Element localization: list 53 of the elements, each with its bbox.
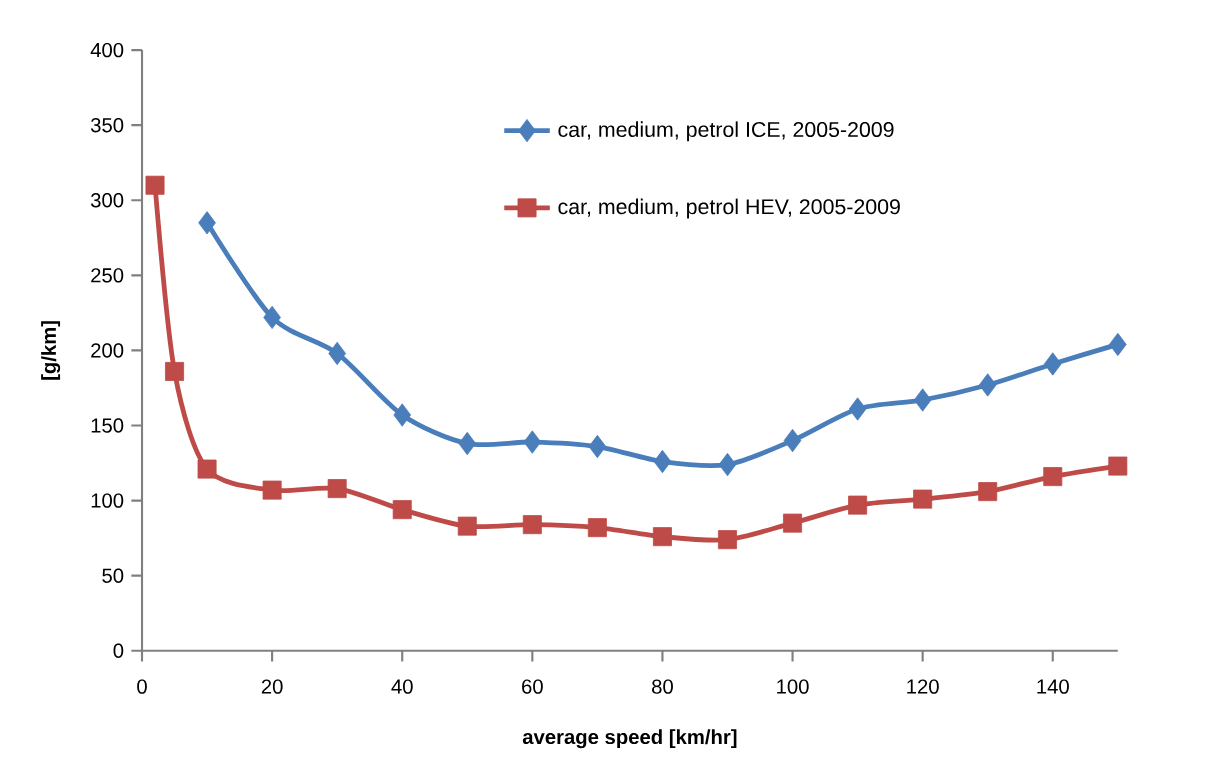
y-tick-label: 0 xyxy=(113,643,124,658)
x-tick-label: 0 xyxy=(137,679,147,694)
point xyxy=(198,211,216,235)
point xyxy=(197,459,217,479)
y-axis-title: [g/km] xyxy=(41,320,61,380)
point xyxy=(978,481,998,501)
point xyxy=(652,526,672,546)
legend-label: car, medium, petrol HEV, 2005-2009 xyxy=(558,198,900,219)
point xyxy=(262,480,282,500)
x-tick-label: 80 xyxy=(652,679,673,694)
point xyxy=(457,516,477,536)
point xyxy=(653,449,672,473)
x-tick-label: 20 xyxy=(261,679,283,694)
point xyxy=(327,478,347,498)
point xyxy=(522,514,542,534)
point xyxy=(588,434,607,458)
y-tick-label: 250 xyxy=(91,267,124,283)
point xyxy=(1109,332,1127,356)
point xyxy=(783,428,802,452)
point xyxy=(1108,456,1128,476)
point xyxy=(783,513,803,533)
point xyxy=(1043,466,1063,486)
x-tick-label: 60 xyxy=(522,679,543,694)
point xyxy=(587,517,607,537)
point xyxy=(718,530,737,549)
y-tick-label: 100 xyxy=(91,493,124,508)
y-tick-label: 150 xyxy=(91,418,124,433)
point xyxy=(848,397,867,421)
point xyxy=(913,489,933,509)
x-tick-label: 140 xyxy=(1037,679,1069,694)
y-tick-label: 200 xyxy=(91,343,124,358)
x-tick-label: 120 xyxy=(907,679,939,694)
point xyxy=(458,431,477,455)
y-tick-label: 50 xyxy=(102,568,124,583)
legend-label: car, medium, petrol ICE, 2005-2009 xyxy=(558,121,894,142)
point xyxy=(978,373,997,397)
point xyxy=(393,403,412,427)
point xyxy=(392,499,412,519)
point xyxy=(165,361,185,381)
point xyxy=(848,495,868,515)
point xyxy=(913,388,932,412)
y-tick-label: 300 xyxy=(90,192,124,208)
point xyxy=(1043,352,1062,376)
x-axis-title: average speed [km/hr] xyxy=(522,729,737,749)
point xyxy=(523,430,542,454)
point xyxy=(145,175,165,195)
y-tick-label: 400 xyxy=(90,42,124,58)
x-tick-label: 40 xyxy=(391,679,413,694)
x-tick-label: 100 xyxy=(777,679,809,694)
point xyxy=(263,305,281,329)
point xyxy=(328,341,346,365)
y-tick-label: 350 xyxy=(90,117,124,133)
point xyxy=(718,452,737,476)
